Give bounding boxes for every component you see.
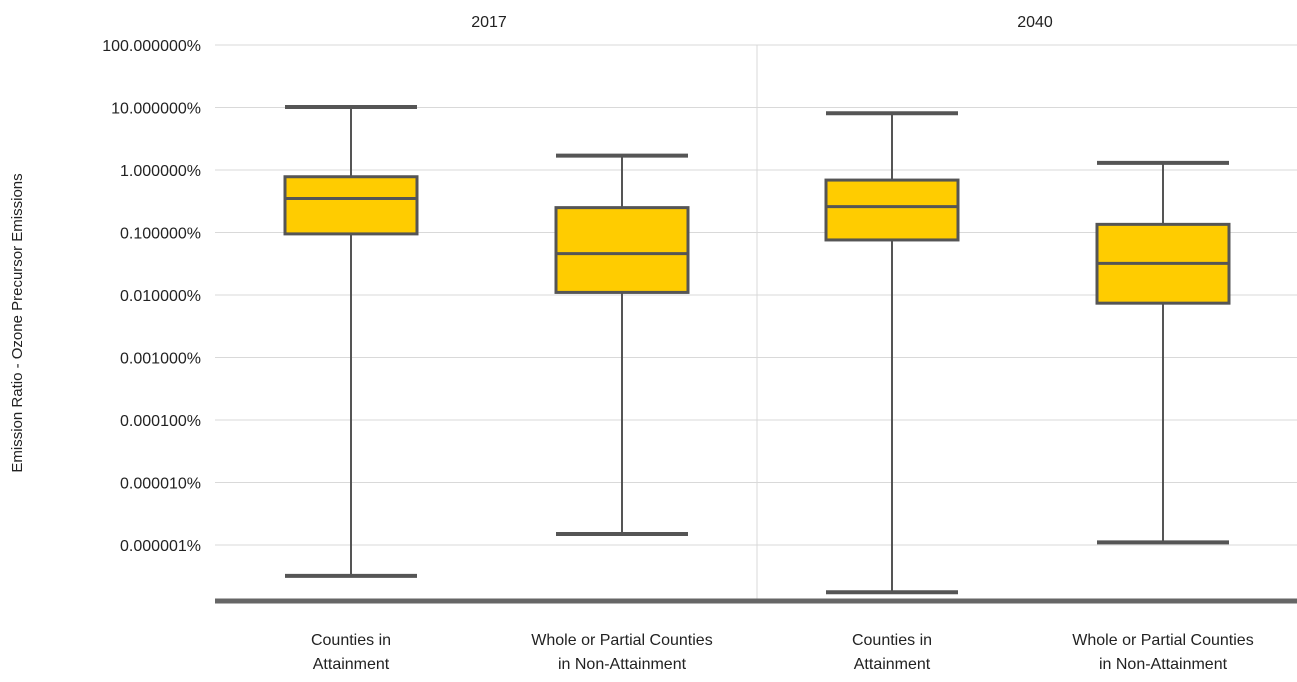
- category-label: in Non-Attainment: [558, 656, 687, 673]
- category-label: Counties in: [852, 632, 932, 649]
- y-tick-label: 10.000000%: [111, 101, 201, 118]
- y-tick-label: 100.000000%: [102, 38, 201, 55]
- box: [283, 175, 419, 236]
- category-label: Counties in: [311, 632, 391, 649]
- y-axis-title: Emission Ratio - Ozone Precursor Emissio…: [9, 173, 26, 472]
- y-tick-label: 1.000000%: [120, 163, 201, 180]
- category-label: Whole or Partial Counties: [1072, 632, 1253, 649]
- category-label: in Non-Attainment: [1099, 656, 1228, 673]
- category-label: Attainment: [313, 656, 390, 673]
- panel-label: 2040: [1017, 14, 1053, 31]
- y-tick-label: 0.000001%: [120, 538, 201, 555]
- y-tick-label: 0.000100%: [120, 413, 201, 430]
- y-tick-label: 0.001000%: [120, 351, 201, 368]
- box: [554, 206, 690, 294]
- box: [824, 178, 960, 242]
- y-tick-label: 0.010000%: [120, 288, 201, 305]
- y-tick-label: 0.000010%: [120, 476, 201, 493]
- panel-label: 2017: [471, 14, 507, 31]
- y-tick-label: 0.100000%: [120, 226, 201, 243]
- category-label: Attainment: [854, 656, 931, 673]
- category-label: Whole or Partial Counties: [531, 632, 712, 649]
